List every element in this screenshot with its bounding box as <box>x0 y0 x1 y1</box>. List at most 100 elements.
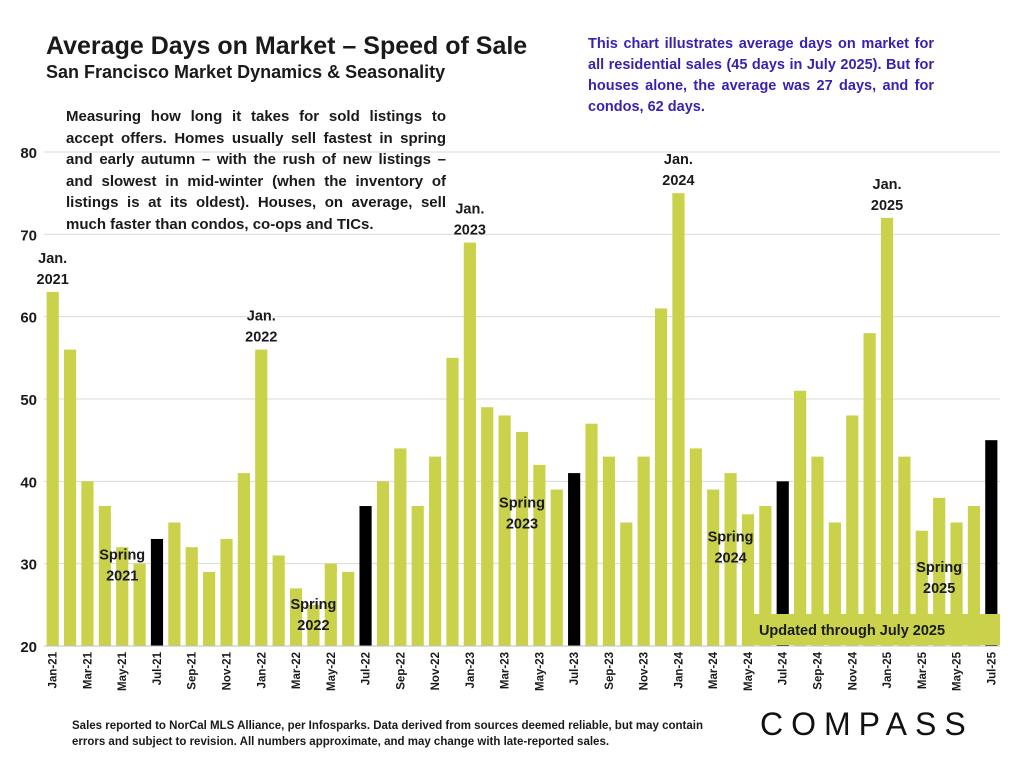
january-annotation: 2023 <box>454 223 486 239</box>
bar <box>985 440 998 646</box>
x-tick-label: Jan-22 <box>256 652 268 688</box>
bar <box>967 506 981 646</box>
spring-annotation: 2021 <box>106 569 138 585</box>
bar <box>185 547 198 646</box>
bar <box>46 291 59 646</box>
bar <box>863 333 876 646</box>
bar <box>672 193 685 646</box>
x-tick-label: Jul-21 <box>152 651 164 685</box>
x-tick-label: Jul-24 <box>778 651 790 685</box>
bar <box>116 547 129 646</box>
bar <box>411 506 424 646</box>
x-tick-label: Mar-23 <box>500 652 512 689</box>
x-tick-label: Nov-23 <box>639 652 651 690</box>
bar <box>811 456 824 646</box>
compass-logo: COMPASS <box>760 706 974 742</box>
january-annotation: 2022 <box>245 330 277 346</box>
january-annotation: 2021 <box>37 272 69 288</box>
bar <box>794 390 807 646</box>
chart-description: Measuring how long it takes for sold lis… <box>66 108 446 233</box>
bar <box>620 522 633 646</box>
x-tick-label: Mar-21 <box>82 651 94 689</box>
x-tick-label: Jan-24 <box>673 651 685 688</box>
bar <box>168 522 181 646</box>
x-tick-label: Nov-24 <box>847 651 859 690</box>
bar <box>898 456 911 646</box>
bar <box>481 407 494 646</box>
bar <box>741 514 755 646</box>
x-tick-label: Jan-25 <box>882 651 894 688</box>
bar <box>550 489 563 646</box>
spring-annotation: 2025 <box>923 581 955 597</box>
spring-annotation: 2023 <box>506 517 538 533</box>
january-annotation: Jan. <box>873 177 902 193</box>
bar <box>585 423 598 646</box>
january-annotation: Jan. <box>664 152 693 168</box>
january-annotation: Jan. <box>247 309 276 325</box>
bar <box>463 242 476 647</box>
bar <box>654 308 668 646</box>
bar <box>602 456 615 646</box>
x-tick-label: Mar-24 <box>708 651 720 689</box>
y-tick-label: 70 <box>20 227 37 244</box>
bar <box>237 473 250 646</box>
summary-note: This chart illustrates average days on m… <box>588 36 934 115</box>
x-tick-label: Nov-22 <box>430 652 442 690</box>
spring-annotation: Spring <box>708 529 754 545</box>
bar <box>880 217 894 646</box>
bar <box>689 448 702 646</box>
x-tick-label: Mar-25 <box>917 651 929 689</box>
x-tick-label: May-23 <box>534 652 546 691</box>
x-tick-label: May-22 <box>326 652 338 691</box>
bar <box>376 481 390 646</box>
bar <box>446 357 459 646</box>
bar <box>846 415 859 646</box>
spring-annotation: 2022 <box>297 618 329 634</box>
bar <box>307 604 320 646</box>
x-tick-label: May-24 <box>743 651 755 691</box>
bar <box>429 456 442 646</box>
bar <box>203 571 216 646</box>
january-annotation: Jan. <box>455 202 484 218</box>
bar <box>933 497 946 646</box>
spring-annotation: Spring <box>290 597 336 613</box>
y-tick-label: 50 <box>20 392 37 409</box>
bar <box>63 349 77 646</box>
bar <box>498 415 511 646</box>
spring-annotation: Spring <box>99 548 145 564</box>
source-footnote: Sales reported to NorCal MLS Alliance, p… <box>72 720 703 748</box>
bar <box>324 563 337 646</box>
x-tick-label: Jul-23 <box>569 652 581 685</box>
chart-title: Average Days on Market – Speed of Sale <box>46 32 528 60</box>
x-tick-label: Mar-22 <box>291 652 303 689</box>
spring-annotation: Spring <box>916 560 962 576</box>
y-tick-label: 40 <box>20 474 37 491</box>
x-tick-label: Nov-21 <box>222 651 234 690</box>
x-tick-label: Jan-23 <box>465 652 477 688</box>
bar <box>724 473 737 646</box>
x-tick-label: Jan-21 <box>48 651 60 688</box>
bar <box>568 473 581 646</box>
updated-box <box>744 614 1000 645</box>
chart-subtitle: San Francisco Market Dynamics & Seasonal… <box>46 62 446 82</box>
x-tick-label: Sep-24 <box>812 651 824 689</box>
bar <box>133 563 146 646</box>
bar <box>342 571 355 646</box>
x-tick-label: Sep-22 <box>395 652 407 690</box>
x-tick-label: Sep-21 <box>187 651 199 689</box>
january-annotation: Jan. <box>38 251 67 267</box>
bar <box>289 588 303 646</box>
bar-chart: 20 30 40 50 60 70 80 Jan-21 Mar-21 May-21 Jul-21 Se… <box>20 145 1000 691</box>
bar <box>98 506 111 646</box>
x-tick-label: Jul-22 <box>361 652 373 685</box>
x-tick-label: May-21 <box>117 651 129 691</box>
bar <box>759 506 772 646</box>
bar <box>515 431 529 646</box>
bar <box>81 481 94 646</box>
y-tick-label: 80 <box>20 145 37 162</box>
bar <box>533 464 546 646</box>
updated-label: Updated through July 2025 <box>759 623 945 639</box>
bar <box>776 481 789 646</box>
spring-annotation: 2024 <box>714 550 746 566</box>
bar <box>220 538 233 646</box>
